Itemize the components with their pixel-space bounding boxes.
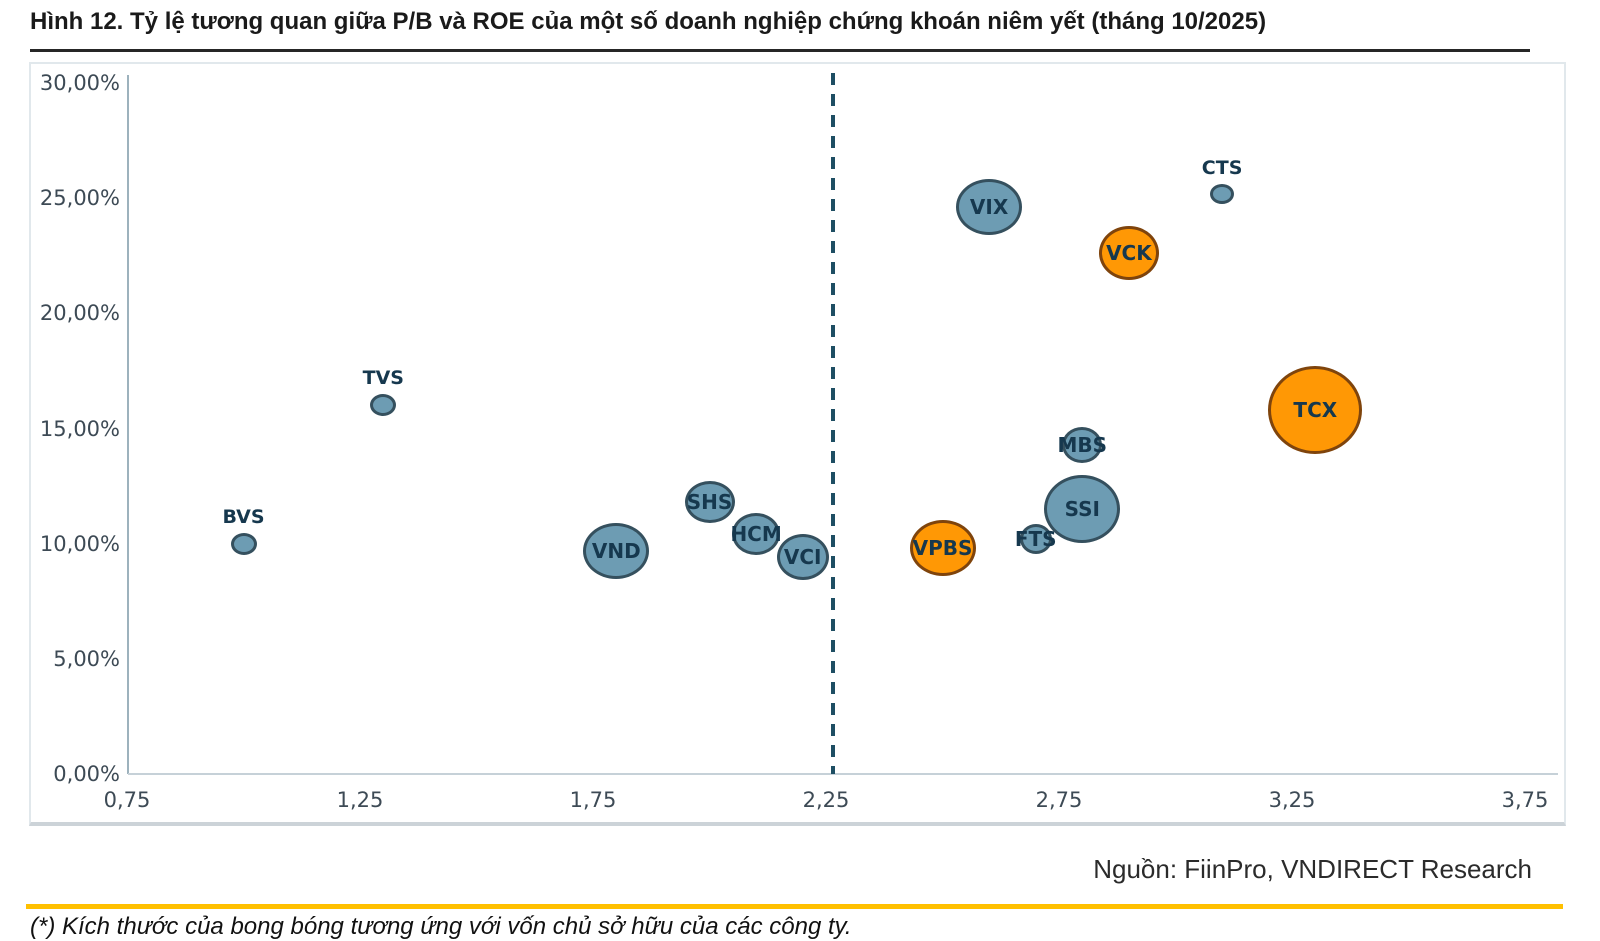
chart-frame: [29, 62, 1566, 826]
figure-title: Hình 12. Tỷ lệ tương quan giữa P/B và RO…: [30, 8, 1267, 35]
title-underline: [30, 49, 1530, 52]
gold-divider: [26, 904, 1563, 909]
footnote: (*) Kích thước của bong bóng tương ứng v…: [30, 913, 852, 940]
source-credit: Nguồn: FiinPro, VNDIRECT Research: [1093, 854, 1532, 884]
